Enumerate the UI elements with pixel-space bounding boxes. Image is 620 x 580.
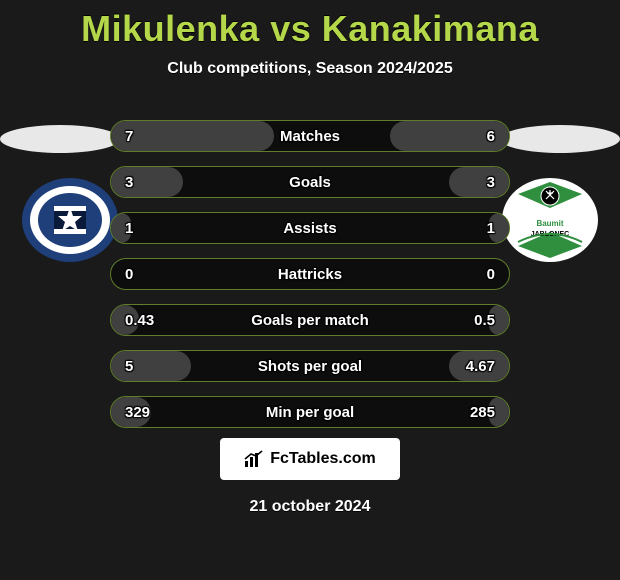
- club-crest-left: [20, 176, 120, 264]
- page-title: Mikulenka vs Kanakimana: [0, 0, 620, 50]
- date-line: 21 october 2024: [0, 498, 620, 516]
- stat-value-right: 6: [487, 121, 495, 151]
- stat-label: Hattricks: [111, 259, 509, 289]
- stat-row: 3Goals3: [110, 166, 510, 198]
- stat-value-right: 0: [487, 259, 495, 289]
- chart-icon: [244, 449, 264, 469]
- stat-row: 1Assists1: [110, 212, 510, 244]
- stat-row: 0Hattricks0: [110, 258, 510, 290]
- stat-value-right: 4.67: [466, 351, 495, 381]
- club-crest-right: Baumit JABLONEC: [500, 176, 600, 264]
- stat-value-right: 285: [470, 397, 495, 427]
- stat-row: 0.43Goals per match0.5: [110, 304, 510, 336]
- stat-value-right: 0.5: [474, 305, 495, 335]
- stat-label: Min per goal: [111, 397, 509, 427]
- player-right-avatar-placeholder: [500, 125, 620, 153]
- stat-value-right: 1: [487, 213, 495, 243]
- stat-value-right: 3: [487, 167, 495, 197]
- stat-label: Shots per goal: [111, 351, 509, 381]
- subtitle: Club competitions, Season 2024/2025: [0, 60, 620, 78]
- stat-row: 5Shots per goal4.67: [110, 350, 510, 382]
- stat-label: Assists: [111, 213, 509, 243]
- stat-row: 7Matches6: [110, 120, 510, 152]
- branding-text: FcTables.com: [270, 450, 376, 468]
- stats-container: 7Matches6 3Goals3 1Assists1 0Hattricks0 0.43…: [110, 120, 510, 442]
- branding-badge: FcTables.com: [220, 438, 400, 480]
- stat-label: Matches: [111, 121, 509, 151]
- player-left-avatar-placeholder: [0, 125, 120, 153]
- stat-row: 329Min per goal285: [110, 396, 510, 428]
- stat-label: Goals: [111, 167, 509, 197]
- svg-text:Baumit: Baumit: [536, 219, 563, 228]
- stat-label: Goals per match: [111, 305, 509, 335]
